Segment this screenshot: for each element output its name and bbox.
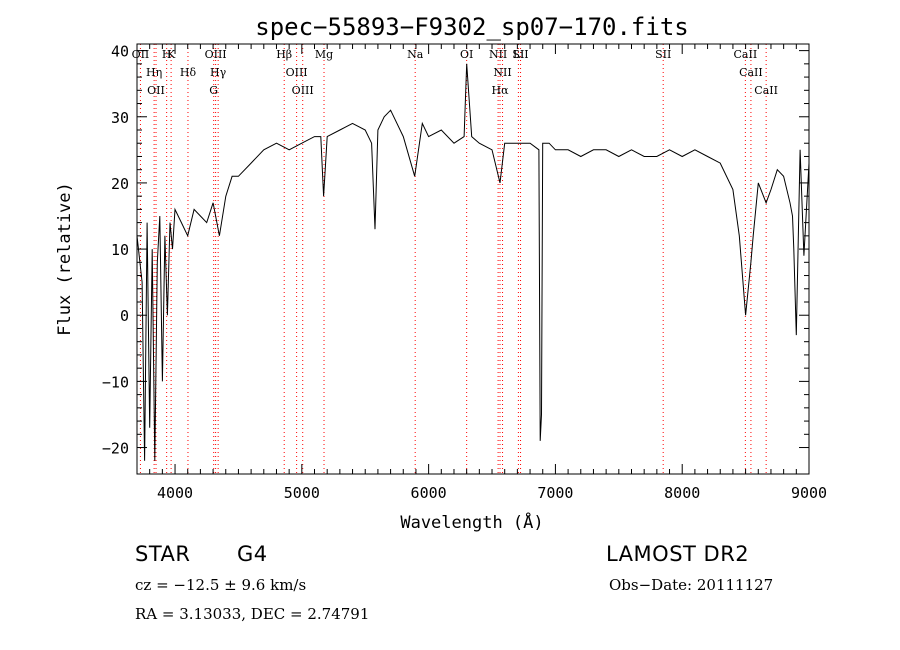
- line-marker-label: Mg: [315, 48, 333, 61]
- line-marker-label: Hγ: [210, 66, 227, 79]
- y-tick-label: −20: [102, 440, 129, 458]
- x-tick-label: 6000: [411, 484, 447, 502]
- y-axis-label: Flux (relative): [55, 182, 75, 336]
- x-tick-label: 9000: [791, 484, 827, 502]
- coordinates: RA = 3.13033, DEC = 2.74791: [135, 605, 370, 623]
- x-axis-label: Wavelength (Å): [400, 511, 543, 533]
- line-marker-label: Li: [513, 48, 524, 61]
- line-marker-label: NII: [493, 66, 511, 79]
- spectral-line-markers: [139, 44, 767, 474]
- line-marker-label: NII: [489, 48, 507, 61]
- spectral-line-labels: OII Hη OII HK Hδ OIII Hγ G Hβ OIII OIII Mg Na OI NII NI…: [132, 48, 778, 97]
- observation-date: Obs−Date: 20111127: [609, 576, 774, 594]
- x-tick-label: 8000: [664, 484, 700, 502]
- x-axis: 4000 5000 6000 7000 8000 9000: [149, 44, 827, 502]
- x-tick-label: 5000: [284, 484, 320, 502]
- line-marker-label: SII: [655, 48, 671, 61]
- y-tick-label: 20: [111, 175, 129, 193]
- line-marker-label: CaII: [734, 48, 758, 61]
- x-tick-label: 7000: [537, 484, 573, 502]
- line-marker-label: CaII: [754, 84, 778, 97]
- line-marker-label: Hη: [146, 66, 162, 79]
- line-marker-label: H: [162, 48, 172, 61]
- chart-title: spec−55893−F9302_sp07−170.fits: [255, 13, 688, 41]
- line-marker-label: CaII: [739, 66, 763, 79]
- redshift-velocity: cz = −12.5 ± 9.6 km/s: [135, 576, 307, 594]
- line-marker-label: Hα: [491, 84, 509, 97]
- line-marker-label: OIII: [286, 66, 308, 79]
- line-marker-label: G: [209, 84, 218, 97]
- line-marker-label: SII: [512, 48, 528, 61]
- line-marker-label: Hβ: [276, 48, 292, 61]
- survey-name: LAMOST DR2: [606, 542, 750, 566]
- object-class: STAR: [135, 542, 191, 566]
- y-tick-label: 40: [111, 43, 129, 61]
- y-tick-label: −10: [102, 373, 129, 391]
- line-marker-label: Na: [407, 48, 424, 61]
- line-marker-label: OII: [132, 48, 150, 61]
- line-marker-label: OIII: [292, 84, 314, 97]
- plot-frame: [136, 43, 810, 475]
- spectrum-line: [136, 63, 810, 461]
- y-axis: −20 −10 0 10 20 30 40: [102, 43, 809, 458]
- y-tick-label: 10: [111, 241, 129, 259]
- y-tick-label: 0: [120, 307, 129, 325]
- line-marker-label: OII: [147, 84, 165, 97]
- y-tick-label: 30: [111, 109, 129, 127]
- line-marker-label: Hδ: [180, 66, 197, 79]
- line-marker-label: K: [167, 48, 176, 61]
- x-tick-label: 4000: [157, 484, 193, 502]
- line-marker-label: OI: [460, 48, 473, 61]
- line-marker-label: OIII: [205, 48, 227, 61]
- object-subclass: G4: [237, 542, 268, 566]
- spectrum-series: [136, 63, 810, 461]
